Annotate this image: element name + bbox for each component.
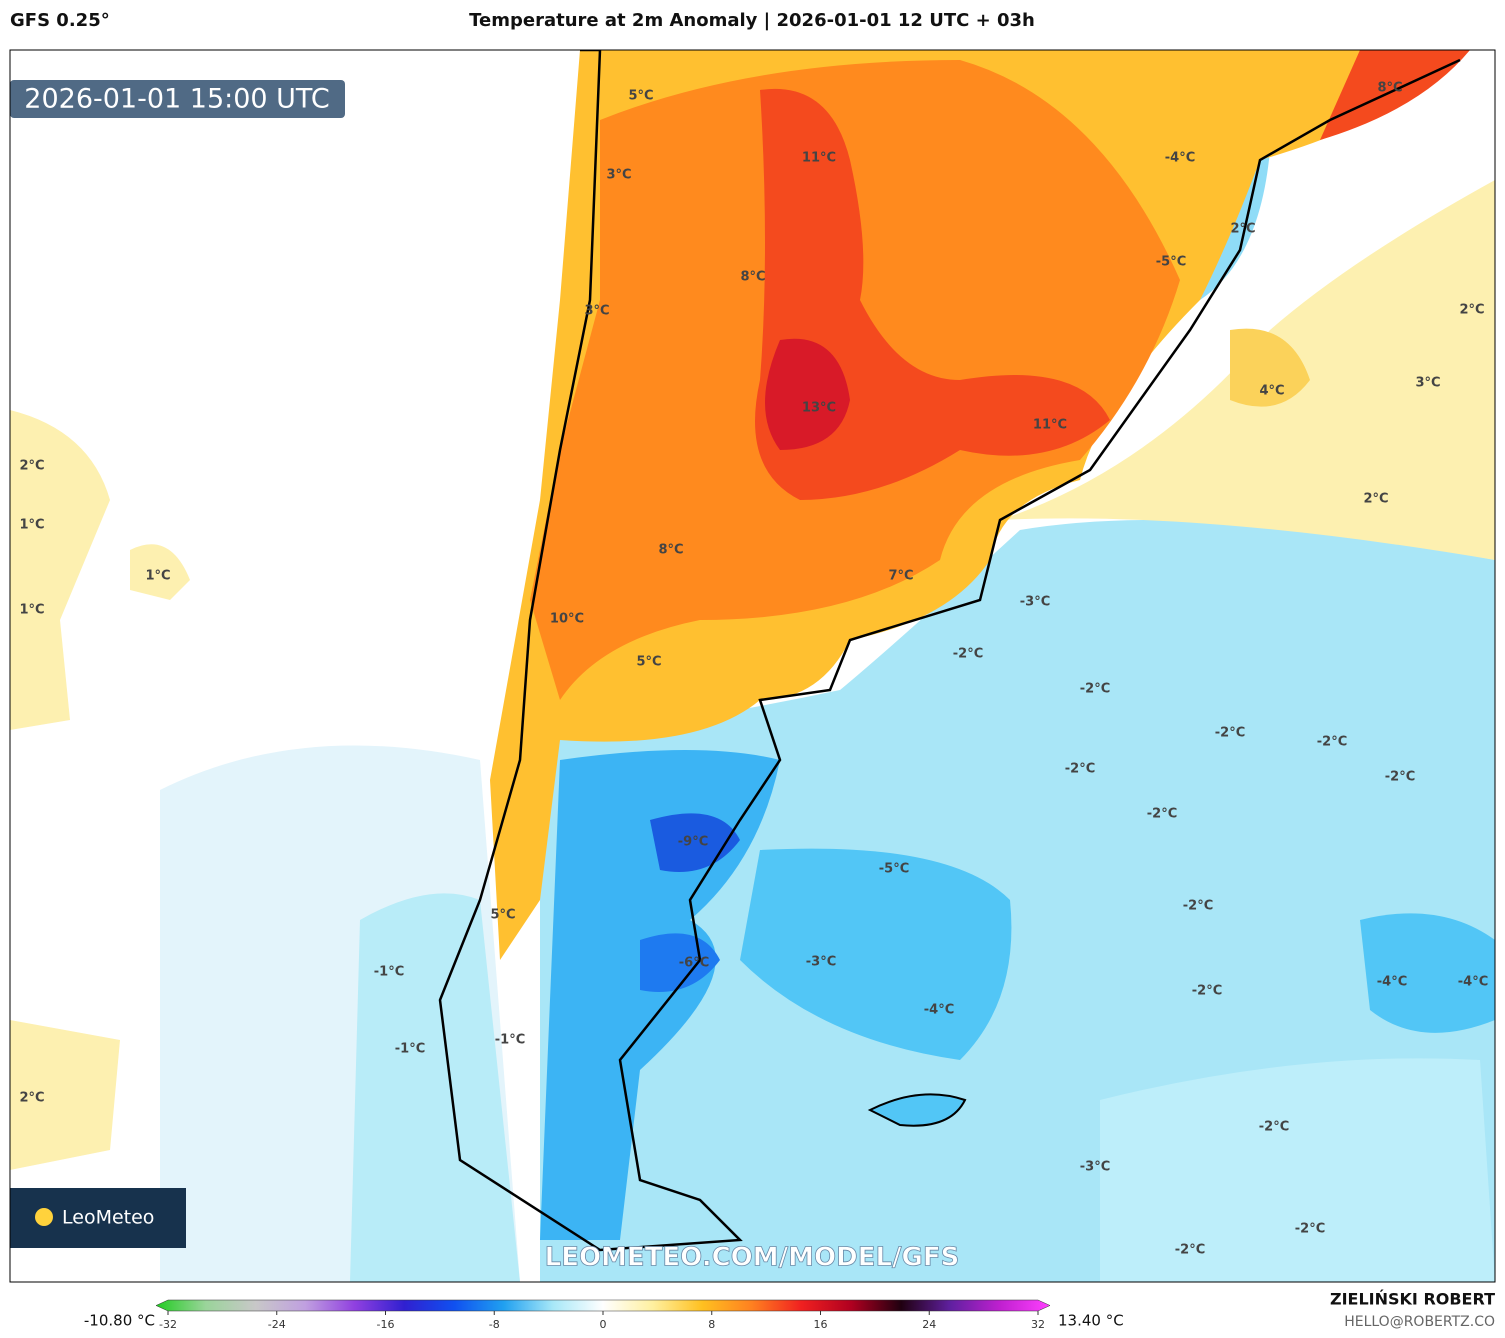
contour-label: 8°C — [1377, 81, 1402, 96]
contour-label: 5°C — [490, 908, 515, 923]
contour-label: -2°C — [1065, 762, 1095, 777]
colorbar-tick-label: -16 — [377, 1318, 395, 1331]
contour-label: -1°C — [395, 1042, 425, 1057]
map-frame — [9, 49, 1496, 1283]
colorbar-tick-label: 0 — [600, 1318, 607, 1331]
contour-label: 2°C — [19, 1091, 44, 1106]
contour-label: 13°C — [802, 401, 836, 416]
contour-label: 7°C — [888, 569, 913, 584]
contour-label: -2°C — [1259, 1120, 1289, 1135]
contour-label: -4°C — [1458, 975, 1488, 990]
colorbar: -32 -24 -16 -8 0 8 16 24 32 — [155, 1299, 1051, 1331]
contour-label: 2°C — [1230, 222, 1255, 237]
contour-label: 5°C — [636, 655, 661, 670]
contour-label: -2°C — [1295, 1222, 1325, 1237]
contour-label: -1°C — [495, 1033, 525, 1048]
contour-label: -4°C — [1165, 151, 1195, 166]
contour-label: -4°C — [924, 1003, 954, 1018]
colorbar-bar — [155, 1299, 1051, 1312]
contour-label: 2°C — [1459, 303, 1484, 318]
contour-label: -2°C — [1175, 1243, 1205, 1258]
contour-labels: 5°C 3°C 11°C 8°C -4°C 2°C 8°C -5°C 3°C 2°C 13°C 4°C… — [19, 81, 1488, 1258]
contour-label: -3°C — [806, 955, 836, 970]
contour-label: -1°C — [374, 965, 404, 980]
contour-label: -2°C — [1147, 807, 1177, 822]
contour-label: -4°C — [1377, 975, 1407, 990]
contour-label: -5°C — [879, 862, 909, 877]
contour-label: -2°C — [1385, 770, 1415, 785]
map: 5°C 3°C 11°C 8°C -4°C 2°C 8°C -5°C 3°C 2°C 13°C 4°C… — [10, 50, 1495, 1282]
colorbar-min: -10.80 °C — [84, 1312, 155, 1330]
contour-label: -2°C — [1183, 899, 1213, 914]
contour-label: 3°C — [1415, 376, 1440, 391]
contour-label: -2°C — [1215, 726, 1245, 741]
contour-label: 11°C — [1033, 418, 1067, 433]
contour-label: -2°C — [953, 647, 983, 662]
contour-label: 8°C — [658, 543, 683, 558]
colorbar-tick-label: 8 — [708, 1318, 715, 1331]
colorbar-tick-label: 32 — [1031, 1318, 1045, 1331]
contour-label: 3°C — [606, 168, 631, 183]
logo: LeoMeteo — [62, 1207, 154, 1229]
contour-label: 10°C — [550, 612, 584, 627]
map-title: Temperature at 2m Anomaly | 2026-01-01 1… — [469, 10, 1035, 31]
contour-label: -2°C — [1080, 682, 1110, 697]
contour-label: 1°C — [19, 603, 44, 618]
contour-label: -6°C — [679, 956, 709, 971]
author: ZIELIŃSKI ROBERT — [1330, 1290, 1495, 1309]
colorbar-tick-label: 24 — [922, 1318, 936, 1331]
contour-label: -9°C — [678, 835, 708, 850]
timestamp: 2026-01-01 15:00 UTC — [24, 84, 329, 115]
contour-label: 8°C — [740, 270, 765, 285]
contour-label: 3°C — [584, 304, 609, 319]
contour-label: 1°C — [145, 569, 170, 584]
contour-label: 2°C — [1363, 492, 1388, 507]
contour-label: -2°C — [1192, 984, 1222, 999]
email: HELLO@ROBERTZ.CO — [1344, 1314, 1495, 1330]
colorbar-tick-label: 16 — [814, 1318, 828, 1331]
model-name: GFS 0.25° — [10, 10, 110, 31]
contour-label: 5°C — [628, 89, 653, 104]
colorbar-tick-label: -8 — [489, 1318, 500, 1331]
contour-label: 11°C — [802, 151, 836, 166]
contour-label: -3°C — [1080, 1160, 1110, 1175]
colorbar-tick-label: -32 — [159, 1318, 177, 1331]
colorbar-max: 13.40 °C — [1058, 1312, 1124, 1330]
contour-label: 4°C — [1259, 384, 1284, 399]
contour-label: 1°C — [19, 518, 44, 533]
contour-label: -2°C — [1317, 735, 1347, 750]
contour-label: -5°C — [1156, 255, 1186, 270]
colorbar-tick-label: -24 — [268, 1318, 286, 1331]
watermark: LEOMETEO.COM/MODEL/GFS — [545, 1243, 960, 1273]
contour-label: 2°C — [19, 459, 44, 474]
contour-label: -3°C — [1020, 595, 1050, 610]
